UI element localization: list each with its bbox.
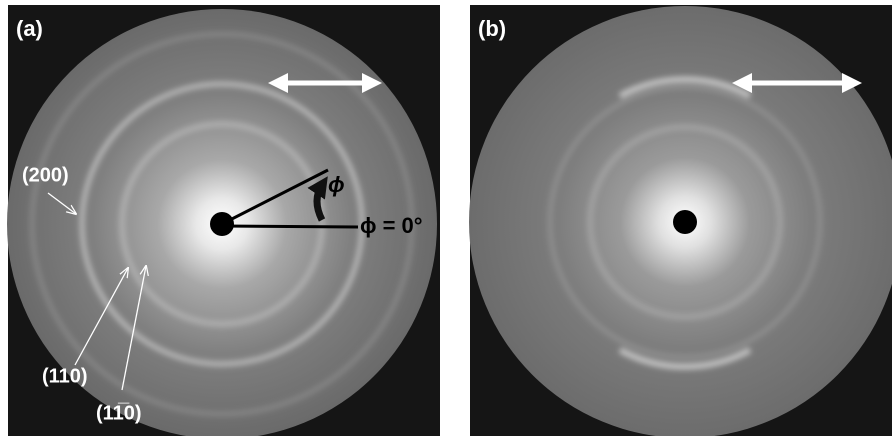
reflection-label: (11̅0)	[96, 402, 142, 424]
angle-label: ϕ	[328, 172, 345, 197]
reference-line	[222, 226, 358, 227]
beam-stop	[673, 210, 697, 234]
panel-label: (b)	[478, 16, 506, 41]
reflection-label: (200)	[22, 164, 69, 186]
panel-label: (a)	[16, 16, 43, 41]
angle-zero-label: ϕ = 0°	[360, 213, 423, 238]
panel-a: (a) (200) (110) (11̅0) ϕ ϕ = 0°	[7, 5, 440, 436]
figure: (a) (200) (110) (11̅0) ϕ ϕ = 0° (b)	[0, 0, 892, 436]
panel-b: (b)	[469, 5, 892, 436]
reflection-label: (110)	[42, 365, 88, 387]
